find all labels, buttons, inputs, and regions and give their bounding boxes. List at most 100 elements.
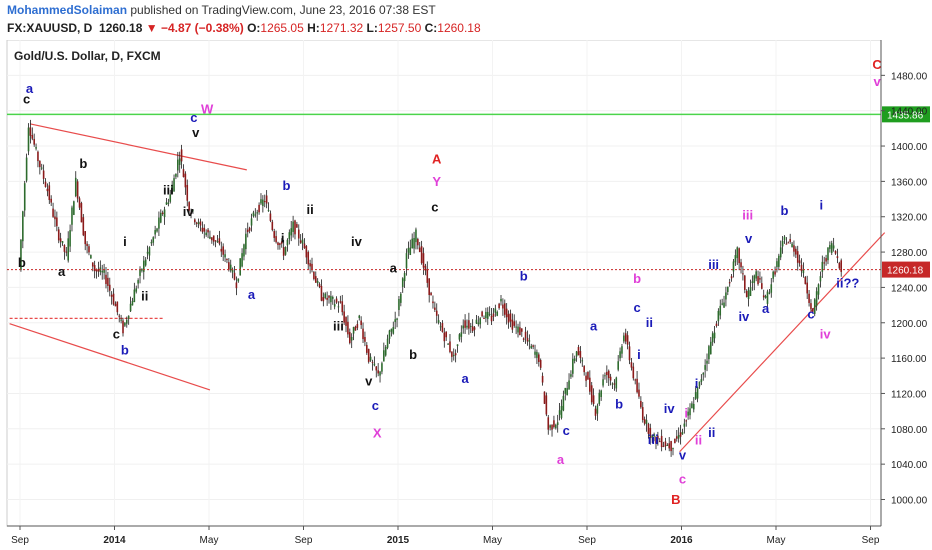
candle-body [120, 319, 122, 321]
candle-body [107, 277, 109, 286]
candle-body [706, 360, 708, 364]
candle-body [708, 346, 710, 360]
candle-body [532, 345, 534, 347]
candle-body [498, 303, 500, 309]
author-name[interactable]: MohammedSolaiman [7, 3, 128, 17]
candle-body [785, 243, 788, 245]
candle-body [271, 221, 274, 230]
candle-body [46, 188, 49, 192]
candle-body [502, 304, 504, 309]
candle-body [766, 291, 769, 304]
candle-body [812, 308, 814, 312]
candle-body [301, 239, 304, 244]
wave-label: c [372, 398, 379, 413]
candle-body [619, 351, 621, 359]
price-tick-label: 1240.00 [891, 283, 928, 294]
price-tick-label: 1080.00 [891, 425, 928, 436]
candle-body [830, 243, 833, 253]
candle-body [122, 320, 124, 334]
candle-body [424, 265, 427, 271]
high-label: H: [307, 21, 320, 35]
candle-body [124, 322, 126, 326]
candle-body [587, 371, 589, 380]
wave-label: c [190, 110, 197, 125]
candle-body [93, 265, 96, 272]
last-price: 1260.18 [99, 21, 143, 35]
candle-body [328, 295, 330, 298]
candle-body [451, 351, 453, 357]
candle-body [354, 326, 357, 331]
candle-body [645, 419, 648, 424]
symbol-name: FX:XAUUSD, D [7, 21, 93, 35]
candle-body [114, 303, 117, 307]
candle-body [212, 235, 215, 242]
upper-channel-line [30, 123, 247, 171]
candle-body [20, 239, 22, 270]
candle-body [316, 280, 319, 284]
time-axis[interactable]: Sep 2014 May Sep 2015 May Sep 2016 May Sep [7, 525, 881, 546]
wave-label: b [18, 255, 26, 270]
symbol-line: FX:XAUUSD, D 1260.18 ▼ −4.87 (−0.38%) O:… [7, 21, 481, 35]
price-axis[interactable]: 1000.00 1040.00 1080.00 1120.00 1160.00 1200.… [880, 40, 928, 526]
candle-body [734, 255, 737, 263]
candle-body [787, 242, 790, 244]
candle-body [324, 293, 327, 298]
candle-body [658, 441, 661, 443]
candle-body [558, 410, 561, 415]
candle-body [190, 212, 192, 215]
candle-body [441, 323, 444, 332]
wave-label: c [113, 327, 120, 342]
wave-label: c [563, 423, 570, 438]
candle-body [738, 248, 740, 264]
candle-body [386, 338, 389, 348]
candle-body [464, 320, 466, 328]
candle-body [218, 238, 221, 244]
time-tick-label: 2015 [387, 535, 410, 546]
price-tick-label: 1160.00 [891, 354, 927, 365]
candle-body [192, 210, 194, 212]
candle-body [443, 332, 446, 342]
wave-label: v [745, 231, 753, 246]
candle-body [29, 127, 32, 136]
candle-body [267, 210, 270, 212]
candle-body [303, 243, 306, 249]
candle-body [137, 280, 139, 284]
candle-body [755, 271, 757, 279]
chart-title: Gold/U.S. Dollar, D, FXCM [14, 49, 161, 63]
candle-body [662, 445, 665, 447]
candle-body [209, 236, 211, 239]
wave-label: ii [141, 289, 148, 304]
wave-label: v [679, 448, 687, 463]
wave-label: v [365, 374, 373, 389]
open-label: O: [247, 21, 261, 35]
candle-body [651, 435, 654, 438]
candle-body [392, 327, 395, 334]
candle-body [721, 303, 723, 305]
candle-body [398, 299, 400, 310]
candle-body [520, 328, 523, 332]
candle-body [815, 291, 818, 307]
candle-body [821, 261, 824, 272]
candle-body [791, 243, 793, 248]
candle-body [623, 335, 625, 342]
price-tick-label: 1440.00 [891, 107, 928, 118]
candle-body [388, 330, 391, 339]
candle-body [836, 256, 839, 259]
candle-body [335, 298, 338, 303]
wave-label: ii [646, 315, 653, 330]
candle-body [577, 347, 580, 356]
candle-body [515, 326, 517, 328]
candle-body [439, 326, 442, 328]
time-tick-label: Sep [862, 535, 880, 546]
candle-body [161, 212, 164, 214]
candle-body [674, 438, 676, 443]
candle-body [723, 302, 725, 308]
candle-body [233, 272, 236, 280]
candle-body [551, 424, 553, 430]
lower-channel-line [9, 323, 211, 391]
candle-body [562, 395, 565, 411]
grid-layer [7, 40, 881, 526]
candle-body [808, 293, 810, 303]
candle-body [277, 242, 279, 246]
